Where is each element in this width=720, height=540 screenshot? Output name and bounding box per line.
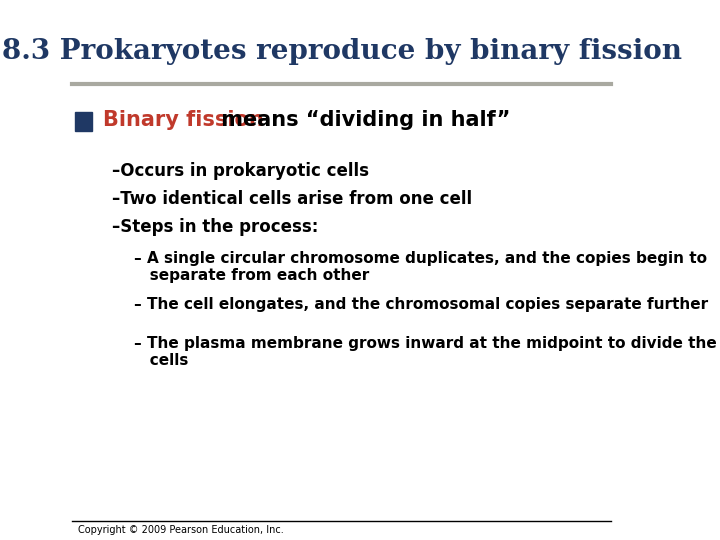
Text: Binary fission: Binary fission: [103, 110, 264, 131]
FancyBboxPatch shape: [75, 112, 92, 131]
Text: –Steps in the process:: –Steps in the process:: [112, 218, 318, 236]
Text: –Occurs in prokaryotic cells: –Occurs in prokaryotic cells: [112, 162, 369, 180]
Text: means “dividing in half”: means “dividing in half”: [214, 110, 510, 131]
Text: Copyright © 2009 Pearson Education, Inc.: Copyright © 2009 Pearson Education, Inc.: [78, 525, 284, 535]
Text: – The cell elongates, and the chromosomal copies separate further: – The cell elongates, and the chromosoma…: [134, 297, 708, 312]
Text: 8.3 Prokaryotes reproduce by binary fission: 8.3 Prokaryotes reproduce by binary fiss…: [2, 38, 682, 65]
Text: – The plasma membrane grows inward at the midpoint to divide the
   cells: – The plasma membrane grows inward at th…: [134, 336, 717, 368]
Text: –Two identical cells arise from one cell: –Two identical cells arise from one cell: [112, 190, 472, 208]
Text: – A single circular chromosome duplicates, and the copies begin to
   separate f: – A single circular chromosome duplicate…: [134, 251, 707, 284]
